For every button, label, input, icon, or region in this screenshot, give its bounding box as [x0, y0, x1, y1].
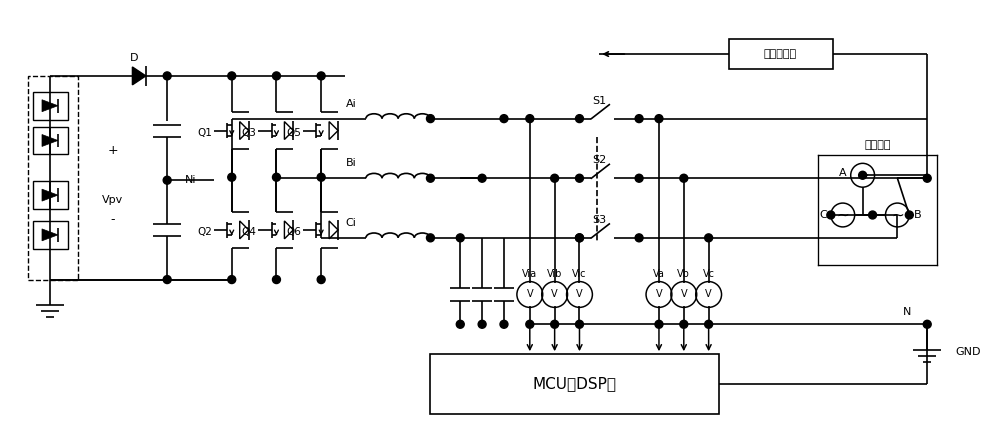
Text: Vib: Vib — [547, 269, 562, 279]
Text: V: V — [551, 289, 558, 300]
Text: V: V — [656, 289, 662, 300]
Text: Ai: Ai — [346, 99, 356, 109]
Text: Q3: Q3 — [242, 128, 257, 137]
Circle shape — [551, 174, 559, 182]
Circle shape — [680, 174, 688, 182]
Polygon shape — [42, 229, 58, 241]
Text: S3: S3 — [592, 215, 606, 225]
Bar — [33, 127, 68, 155]
Text: Q1: Q1 — [197, 128, 212, 137]
Text: V: V — [576, 289, 583, 300]
Text: Via: Via — [522, 269, 537, 279]
Circle shape — [478, 320, 486, 328]
Circle shape — [456, 320, 464, 328]
Circle shape — [576, 320, 583, 328]
Circle shape — [500, 320, 508, 328]
Text: Ci: Ci — [346, 218, 356, 228]
Circle shape — [163, 276, 171, 283]
Circle shape — [655, 115, 663, 122]
Text: Q4: Q4 — [242, 227, 257, 237]
Circle shape — [426, 234, 434, 242]
Circle shape — [635, 174, 643, 182]
Circle shape — [526, 115, 534, 122]
Circle shape — [576, 174, 583, 182]
Text: D: D — [130, 53, 139, 63]
Text: Q2: Q2 — [197, 227, 212, 237]
Text: Vc: Vc — [703, 269, 715, 279]
Polygon shape — [132, 67, 146, 85]
Text: V: V — [680, 289, 687, 300]
Text: S1: S1 — [592, 96, 606, 106]
Circle shape — [317, 276, 325, 283]
Text: ~: ~ — [891, 208, 904, 223]
Circle shape — [426, 174, 434, 182]
Circle shape — [500, 115, 508, 122]
Circle shape — [680, 320, 688, 328]
Circle shape — [705, 320, 713, 328]
Circle shape — [635, 234, 643, 242]
Circle shape — [576, 115, 583, 122]
Bar — [28, 76, 78, 279]
Bar — [33, 181, 68, 209]
Text: A: A — [839, 168, 847, 178]
Bar — [430, 354, 719, 414]
Circle shape — [705, 234, 713, 242]
Circle shape — [317, 72, 325, 80]
Text: V: V — [526, 289, 533, 300]
Text: Vic: Vic — [572, 269, 587, 279]
Text: GND: GND — [955, 347, 981, 357]
Text: C: C — [819, 210, 827, 220]
Text: Q5: Q5 — [286, 128, 301, 137]
Circle shape — [272, 276, 280, 283]
Circle shape — [163, 72, 171, 80]
Text: Vpv: Vpv — [102, 195, 123, 205]
Polygon shape — [42, 189, 58, 201]
Text: ~: ~ — [856, 168, 869, 183]
Circle shape — [272, 173, 280, 181]
Polygon shape — [42, 134, 58, 146]
Circle shape — [923, 174, 931, 182]
Circle shape — [526, 320, 534, 328]
Circle shape — [551, 320, 559, 328]
Text: Q6: Q6 — [286, 227, 301, 237]
Text: Vb: Vb — [677, 269, 690, 279]
Circle shape — [478, 174, 486, 182]
Circle shape — [317, 173, 325, 181]
Bar — [33, 221, 68, 249]
Text: MCU（DSP）: MCU（DSP） — [533, 376, 617, 391]
Circle shape — [635, 115, 643, 122]
Text: B: B — [913, 210, 921, 220]
Text: Va: Va — [653, 269, 665, 279]
Circle shape — [228, 72, 236, 80]
Text: 继电器驱动: 继电器驱动 — [764, 49, 797, 59]
Text: Bi: Bi — [346, 158, 356, 168]
Bar — [729, 39, 833, 69]
Polygon shape — [42, 100, 58, 112]
Circle shape — [869, 211, 877, 219]
Circle shape — [228, 173, 236, 181]
Text: V: V — [705, 289, 712, 300]
Text: Ni: Ni — [185, 175, 197, 185]
Text: ~: ~ — [836, 208, 849, 223]
Circle shape — [905, 211, 913, 219]
Text: +: + — [107, 144, 118, 157]
Circle shape — [923, 320, 931, 328]
Circle shape — [228, 276, 236, 283]
Circle shape — [827, 211, 835, 219]
Circle shape — [576, 234, 583, 242]
Circle shape — [859, 171, 867, 179]
Text: -: - — [110, 214, 115, 226]
Circle shape — [576, 234, 583, 242]
Circle shape — [163, 176, 171, 184]
Bar — [33, 92, 68, 119]
Text: 三相电网: 三相电网 — [864, 140, 891, 151]
Text: N: N — [903, 307, 912, 317]
Circle shape — [655, 320, 663, 328]
Text: S2: S2 — [592, 155, 606, 165]
Circle shape — [426, 115, 434, 122]
Circle shape — [272, 72, 280, 80]
Circle shape — [456, 234, 464, 242]
